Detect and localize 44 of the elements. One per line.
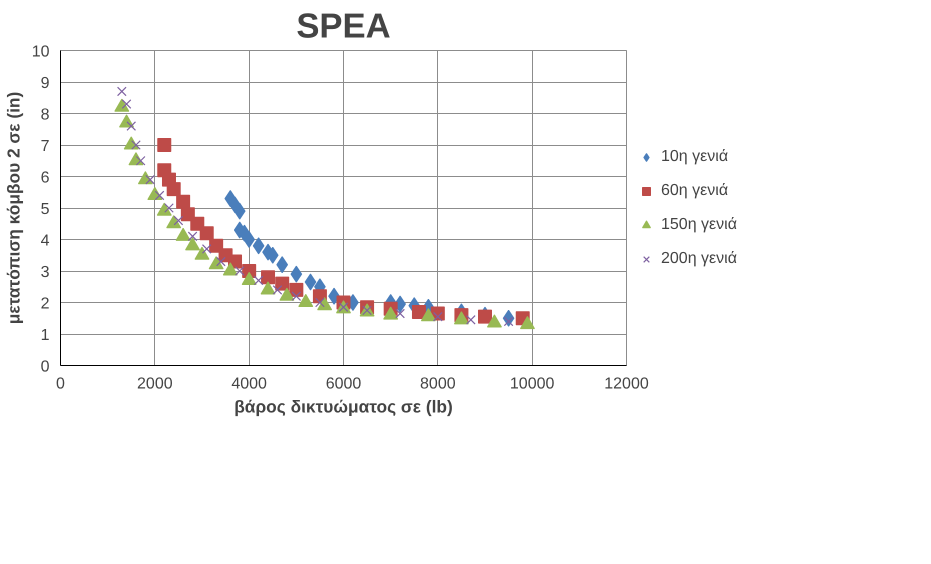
point (188, 232, 198, 242)
x-tick-label: 10000 (510, 376, 555, 392)
y-tick-label: 0 (40, 358, 50, 376)
point (395, 308, 405, 318)
y-tick-label: 7 (40, 138, 50, 155)
point (234, 202, 246, 220)
point (261, 270, 276, 284)
chart-title: SPEA (296, 8, 391, 46)
legend-label: 150η γενιά (661, 216, 737, 234)
y-tick-label: 8 (40, 106, 50, 124)
point (272, 285, 282, 295)
point (276, 256, 288, 274)
x-tick-label: 4000 (231, 376, 268, 392)
point (291, 291, 302, 302)
x-axis-title: βάρος δικτυώματος σε (lb) (234, 396, 453, 416)
point (412, 304, 426, 319)
point (166, 182, 181, 196)
y-tick-label: 4 (40, 232, 50, 250)
y-tick-label: 6 (40, 170, 50, 186)
y-tick-label: 3 (40, 264, 50, 281)
y-axis-title: μετατόπιση κόμβου 2 σε (in) (4, 92, 24, 324)
point (466, 314, 476, 325)
legend-label: 10η γενιά (661, 148, 728, 166)
legend-label: 60η γενιά (661, 182, 728, 200)
point (116, 86, 127, 96)
point (176, 194, 190, 209)
y-tick-label: 2 (40, 296, 50, 312)
y-tick-label: 9 (40, 75, 50, 92)
point (200, 226, 214, 240)
point (254, 276, 264, 286)
x-tick-label: 8000 (420, 376, 456, 392)
point (478, 310, 492, 324)
legend-label: 200η γενιά (661, 250, 737, 268)
x-tick-label: 6000 (326, 376, 362, 392)
x-tick-label: 12000 (604, 376, 649, 392)
point (234, 266, 245, 276)
point (243, 231, 255, 248)
y-tick-label: 1 (40, 327, 50, 344)
point (275, 276, 290, 291)
point (157, 138, 172, 152)
x-tick-label: 0 (56, 376, 66, 392)
y-tick-label: 10 (32, 44, 50, 60)
x-tick-label: 2000 (137, 376, 173, 392)
y-tick-label: 5 (40, 201, 50, 218)
